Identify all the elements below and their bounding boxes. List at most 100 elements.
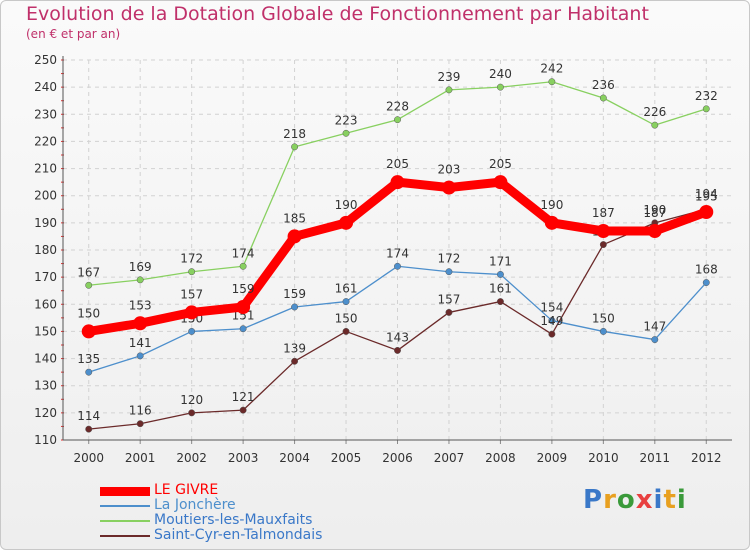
data-label: 147 <box>643 320 666 334</box>
data-point <box>548 330 556 338</box>
legend-item-le-givre: LE GIVRE <box>100 482 400 498</box>
data-label: 174 <box>386 246 409 260</box>
data-point <box>291 357 299 365</box>
data-point <box>441 180 456 195</box>
x-tick-label: 2005 <box>331 451 362 465</box>
data-label: 157 <box>438 292 461 306</box>
legend-item-la-jonchere: La Jonchère <box>100 497 400 513</box>
data-point <box>702 279 710 287</box>
logo-letter: i <box>653 485 664 515</box>
logo-letter: P <box>583 485 604 515</box>
data-point <box>394 116 401 124</box>
data-point <box>445 268 453 276</box>
x-tick-label: 2002 <box>176 451 207 465</box>
data-point <box>339 215 354 230</box>
legend-label: Saint-Cyr-en-Talmondais <box>154 527 323 543</box>
data-point <box>496 270 504 278</box>
data-point <box>85 425 93 433</box>
line-chart: 110 120 130 140 150 160 170 180 190 200 210 220 230 2… <box>34 53 732 465</box>
data-point <box>699 205 714 219</box>
legend-swatch <box>100 535 150 537</box>
data-point <box>394 346 401 354</box>
data-label: 150 <box>77 306 100 320</box>
data-label: 172 <box>180 252 203 266</box>
logo-letter: r <box>603 485 617 515</box>
data-point <box>445 86 453 94</box>
data-point <box>390 175 405 190</box>
data-point <box>342 298 350 306</box>
data-point <box>291 303 299 311</box>
x-tick-label: 2000 <box>73 451 104 465</box>
data-point <box>133 316 148 331</box>
data-point <box>496 298 504 306</box>
data-point <box>188 409 196 417</box>
data-label: 114 <box>77 409 100 423</box>
y-tick-label: 210 <box>34 162 57 176</box>
x-tick-label: 2001 <box>125 451 156 465</box>
data-label: 172 <box>438 252 461 266</box>
legend-item-saint-cyr-en-talmondais: Saint-Cyr-en-Talmondais <box>100 527 400 543</box>
data-label: 232 <box>695 89 718 103</box>
data-label: 236 <box>592 78 615 92</box>
data-label: 141 <box>129 336 152 350</box>
data-label: 240 <box>489 67 512 81</box>
data-label: 190 <box>540 198 563 212</box>
y-tick-label: 120 <box>34 406 57 420</box>
data-label: 190 <box>335 198 358 212</box>
data-label: 195 <box>695 189 718 203</box>
data-label: 159 <box>232 282 255 296</box>
chart-title: Evolution de la Dotation Globale de Fonc… <box>26 3 649 25</box>
x-tick-label: 2010 <box>588 451 619 465</box>
data-point <box>239 325 247 333</box>
legend-swatch <box>100 505 150 507</box>
data-point <box>548 317 556 325</box>
proxiti-logo: Proxiti <box>583 485 687 515</box>
data-point <box>136 352 144 360</box>
y-tick-label: 130 <box>34 379 57 393</box>
logo-letter: o <box>616 485 636 515</box>
data-label: 161 <box>489 282 512 296</box>
data-label: 153 <box>129 298 152 312</box>
data-point <box>394 262 401 270</box>
y-tick-label: 160 <box>34 297 57 311</box>
legend-label: Moutiers-les-Mauxfaits <box>154 512 313 528</box>
data-label: 135 <box>77 352 100 366</box>
legend-label: LE GIVRE <box>154 482 219 498</box>
data-label: 161 <box>335 282 358 296</box>
y-tick-label: 170 <box>34 270 57 284</box>
data-point <box>236 300 251 314</box>
data-label: 239 <box>438 70 461 84</box>
data-point <box>596 224 611 238</box>
legend: LE GIVRE La Jonchère Moutiers-les-Mauxfa… <box>100 482 400 543</box>
legend-label: La Jonchère <box>154 497 236 513</box>
data-label: 169 <box>129 260 152 274</box>
x-tick-label: 2006 <box>382 451 413 465</box>
data-label: 194 <box>695 187 718 201</box>
data-label: 205 <box>386 157 409 171</box>
y-tick-label: 220 <box>34 134 57 148</box>
data-point <box>599 327 607 335</box>
data-label: 228 <box>386 100 409 114</box>
logo-letter: t <box>663 485 677 515</box>
data-point <box>548 78 556 86</box>
x-tick-label: 2007 <box>434 451 465 465</box>
data-point <box>599 94 607 102</box>
data-label: 168 <box>695 263 718 277</box>
data-label: 139 <box>283 341 306 355</box>
y-tick-label: 180 <box>34 243 57 257</box>
data-label: 167 <box>77 265 100 279</box>
data-label: 143 <box>386 330 409 344</box>
data-point <box>702 105 710 113</box>
data-label: 157 <box>180 287 203 301</box>
x-tick-label: 2004 <box>279 451 310 465</box>
axes: 110 120 130 140 150 160 170 180 190 200 210 220 230 2… <box>34 53 732 465</box>
y-tick-label: 240 <box>34 80 57 94</box>
data-label: 203 <box>438 163 461 177</box>
logo-letter: x <box>635 485 654 515</box>
x-tick-label: 2008 <box>485 451 516 465</box>
legend-item-moutiers-les-mauxfaits: Moutiers-les-Mauxfaits <box>100 512 400 528</box>
data-label: 187 <box>643 206 666 220</box>
data-point <box>544 215 559 230</box>
